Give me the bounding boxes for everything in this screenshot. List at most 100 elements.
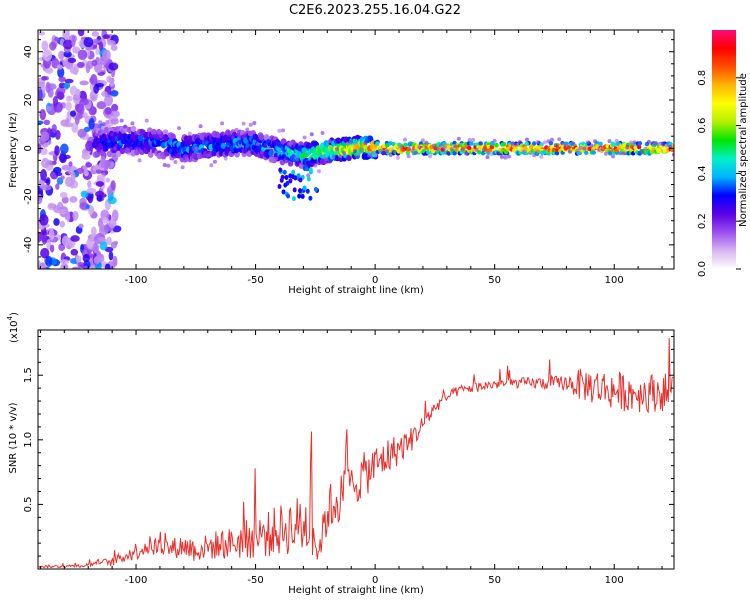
heatmap-cell (308, 195, 313, 201)
heatmap-cell (431, 143, 436, 148)
heatmap-cell (234, 127, 239, 132)
heatmap-cell (420, 138, 425, 143)
colorbar-gradient (712, 30, 736, 269)
heatmap-cell (517, 140, 522, 145)
heatmap-cell (628, 140, 633, 145)
heatmap-cell (277, 128, 282, 133)
colorbar: 0.0 0.2 0.4 0.6 0.8 Normalized spectral ampl… (697, 30, 749, 277)
heatmap-cell (108, 158, 113, 163)
heatmap-cell (510, 141, 515, 146)
heatmap-cell (97, 143, 104, 150)
heatmap-cell (45, 177, 51, 186)
heatmap-cell (59, 259, 70, 265)
heatmap-cell (453, 144, 458, 149)
heatmap-cell (298, 177, 303, 183)
heatmap-cell (198, 124, 203, 129)
heatmap-cell (370, 151, 375, 156)
heatmap-cell (184, 154, 189, 159)
heatmap-cell (582, 146, 587, 151)
snr-x-tick-label: -100 (125, 575, 148, 586)
heatmap-cell (110, 44, 118, 51)
heatmap-cell (98, 120, 103, 125)
spectrogram-y-tick-label: 20 (23, 94, 34, 107)
heatmap-cell (302, 135, 307, 140)
spectrogram-x-tick-label: 50 (488, 275, 501, 286)
heatmap-cell (148, 141, 153, 146)
heatmap-cell (648, 144, 653, 149)
heatmap-cell (100, 209, 110, 221)
heatmap-cell (309, 132, 314, 137)
heatmap-cell (61, 164, 72, 171)
heatmap-cell (41, 75, 47, 81)
heatmap-cell (85, 162, 93, 168)
heatmap-cell (639, 149, 644, 154)
heatmap-cell (593, 139, 598, 144)
heatmap-cell (395, 155, 400, 160)
heatmap-cell (76, 167, 85, 174)
heatmap-cell (59, 220, 66, 228)
heatmap-cell (284, 159, 289, 164)
heatmap-cell (95, 48, 100, 55)
heatmap-cell (305, 188, 310, 194)
heatmap-cell (417, 145, 422, 150)
heatmap-cell (54, 129, 61, 140)
heatmap-cell (45, 255, 53, 268)
heatmap-cell (71, 35, 76, 48)
heatmap-cell (106, 186, 113, 195)
heatmap-cell (212, 159, 217, 164)
heatmap-cell (40, 147, 48, 156)
heatmap-cell (77, 30, 85, 37)
figure-title: C2E6.2023.255.16.04.G22 (289, 3, 461, 18)
heatmap-cell (584, 150, 589, 156)
heatmap-cell (306, 173, 311, 178)
heatmap-cell (280, 138, 287, 145)
heatmap-cell (56, 91, 65, 100)
snr-panel: -100 -50 0 50 100 0.5 1.0 1.5 Height of straig… (6, 312, 675, 596)
heatmap-cell (283, 182, 288, 188)
heatmap-cell (273, 156, 278, 161)
heatmap-cell (77, 128, 87, 138)
heatmap-cell (147, 151, 154, 158)
heatmap-cell (119, 118, 124, 123)
heatmap-cell (95, 190, 105, 198)
heatmap-cell (313, 163, 318, 168)
heatmap-cell (86, 60, 94, 70)
snr-exponent-prefix: (x10 (9, 320, 20, 343)
heatmap-cell (72, 210, 79, 220)
heatmap-cell (507, 154, 512, 159)
heatmap-cell (263, 143, 268, 148)
heatmap-cell (471, 137, 476, 142)
heatmap-cell (87, 195, 93, 204)
heatmap-cell (93, 39, 100, 44)
heatmap-cell (277, 183, 282, 189)
heatmap-cell (151, 133, 156, 138)
heatmap-cell (59, 191, 68, 198)
heatmap-cell (106, 75, 113, 83)
spectrogram-x-ticks: -100 -50 0 50 100 (39, 30, 663, 286)
heatmap-cell (503, 155, 508, 160)
snr-x-tick-label: 0 (372, 575, 378, 586)
snr-x-tick-label: -50 (247, 575, 263, 586)
heatmap-cell (463, 151, 468, 156)
colorbar-tick-label: 0.2 (697, 213, 708, 229)
heatmap-cell (162, 129, 169, 136)
heatmap-cell (45, 105, 52, 112)
colorbar-tick-label: 0.4 (697, 165, 708, 181)
heatmap-cell (55, 183, 60, 190)
heatmap-cell (316, 169, 321, 174)
heatmap-cell (544, 145, 549, 150)
heatmap-cell (41, 40, 49, 51)
heatmap-cell (95, 181, 105, 187)
heatmap-cell (155, 133, 160, 138)
colorbar-tick-label: 0.6 (697, 118, 708, 134)
heatmap-cell (108, 251, 114, 261)
snr-y-tick-label: 1.5 (23, 367, 34, 383)
snr-x-tick-label: 50 (488, 575, 501, 586)
heatmap-cell (69, 196, 78, 203)
heatmap-cell (300, 193, 305, 199)
heatmap-cell (67, 57, 77, 63)
heatmap-cell (56, 64, 63, 70)
heatmap-cell (100, 156, 106, 169)
heatmap-cell (105, 177, 110, 183)
heatmap-cell (625, 145, 630, 150)
